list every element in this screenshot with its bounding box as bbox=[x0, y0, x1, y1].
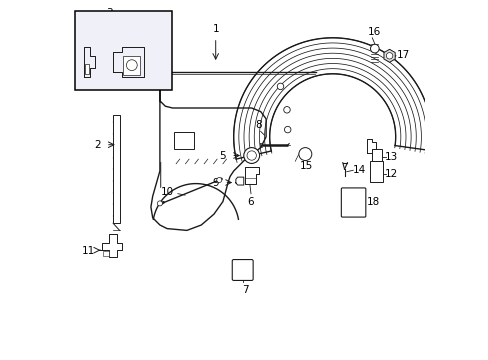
FancyBboxPatch shape bbox=[341, 188, 365, 217]
Circle shape bbox=[216, 177, 222, 183]
Circle shape bbox=[386, 53, 392, 59]
Text: 9: 9 bbox=[211, 178, 218, 188]
Circle shape bbox=[284, 126, 290, 133]
Circle shape bbox=[126, 60, 137, 71]
Text: 10: 10 bbox=[161, 186, 174, 197]
Bar bbox=[113, 115, 120, 223]
Text: 15: 15 bbox=[300, 161, 313, 171]
Text: 18: 18 bbox=[366, 197, 379, 207]
Text: 3: 3 bbox=[106, 8, 112, 18]
Text: 2: 2 bbox=[94, 140, 101, 150]
Text: 14: 14 bbox=[352, 165, 365, 175]
Circle shape bbox=[244, 148, 259, 163]
Text: 12: 12 bbox=[384, 168, 397, 179]
FancyBboxPatch shape bbox=[232, 260, 253, 280]
Circle shape bbox=[283, 107, 289, 113]
Bar bbox=[85, 64, 88, 74]
Text: 5: 5 bbox=[219, 150, 225, 161]
Circle shape bbox=[277, 83, 283, 90]
Text: 1: 1 bbox=[212, 24, 219, 34]
Circle shape bbox=[246, 151, 256, 160]
Polygon shape bbox=[383, 49, 394, 62]
Bar bbox=[103, 251, 108, 256]
Text: 16: 16 bbox=[367, 27, 381, 37]
Text: 6: 6 bbox=[247, 197, 253, 207]
Text: 13: 13 bbox=[384, 152, 397, 162]
Text: 17: 17 bbox=[396, 50, 409, 60]
Circle shape bbox=[370, 44, 378, 53]
Circle shape bbox=[298, 148, 311, 161]
Bar bbox=[369, 161, 383, 182]
Text: 7: 7 bbox=[241, 285, 248, 296]
Text: 8: 8 bbox=[255, 120, 262, 130]
Text: 11: 11 bbox=[81, 246, 95, 256]
Bar bbox=[174, 132, 194, 149]
Circle shape bbox=[157, 201, 162, 206]
Bar bbox=[371, 149, 381, 161]
Text: 4: 4 bbox=[121, 40, 128, 50]
Bar bbox=[75, 11, 172, 90]
Bar bbox=[123, 56, 140, 75]
